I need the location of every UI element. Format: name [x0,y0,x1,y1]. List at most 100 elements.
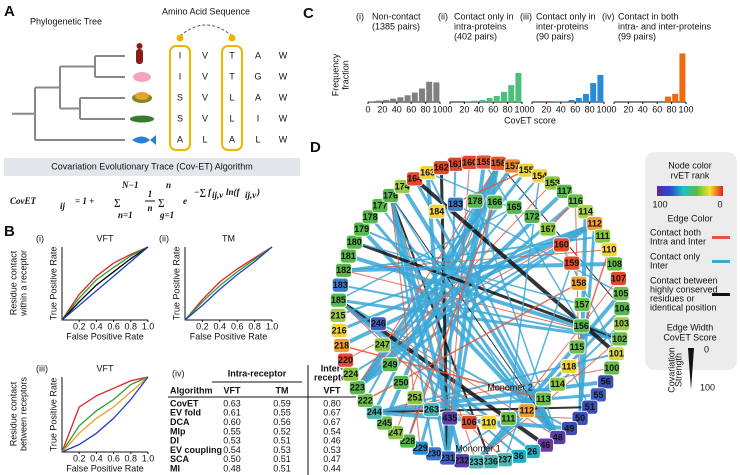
x-tick-label: 1.0 [142,321,155,331]
node [505,199,523,215]
node-label: 166 [487,197,502,207]
algorithm-banner [4,158,300,176]
node-label: 244 [367,407,382,417]
node-label: 435 [442,413,457,423]
node-label: 233 [468,457,483,467]
tree-title: Phylogenetic Tree [30,16,102,26]
node-label: 180 [347,237,362,247]
panel-title: (99 pairs) [618,31,656,41]
panel-index: (iv) [602,11,615,21]
node [361,209,379,225]
table-cell: 0.48 [223,463,241,473]
residue: L [229,92,234,102]
formula-part: −∑ f [194,187,212,197]
y-axis-label: Frequency [330,53,340,96]
bar [397,97,404,102]
node [423,402,440,418]
table-header: Intra-receptor [228,368,287,378]
table-cell: 0.63 [223,398,241,408]
x-tick-label: 0 [611,104,616,114]
bar [426,81,433,102]
residue: V [202,113,208,123]
node [393,179,411,194]
residue: V [202,92,208,102]
roc-curve [61,246,149,321]
table-cell: 0.47 [323,454,341,464]
residue: L [229,113,234,123]
node-label: 110 [602,245,617,255]
node-label: 117 [557,186,572,196]
node-label: 112 [520,406,535,416]
node [610,271,627,286]
plot-title: VFT [97,363,115,373]
table-cell: MI [170,463,180,473]
panel-title: (90 pairs) [536,31,574,41]
x-axis-label: False Positive Rate [190,331,268,341]
node [381,357,399,373]
table-cell: 0.80 [323,398,341,408]
x-tick-label: 100 [432,104,447,114]
x-tick-label: 0 [447,104,452,114]
node [329,307,347,323]
roc-curve [61,376,149,453]
node-label: 228 [400,436,415,446]
node-label: 220 [338,355,353,365]
node [523,209,541,224]
formula-part: ij,v [212,190,224,200]
x-tick-label: 80 [503,104,513,114]
x-tick-label: 0.2 [73,321,86,331]
legend-entry: Contact between [650,275,718,285]
node-label: 116 [568,196,583,206]
edge [390,195,421,449]
species-icons [130,43,156,145]
legend-heading: Node color [668,160,712,170]
bar [501,91,507,102]
roc-curve [61,376,149,453]
residue: A [255,92,261,102]
bar [465,101,471,102]
node-label: 105 [613,288,628,298]
node-label: 236 [483,456,498,466]
y-axis-label: True Positive Rate [48,247,58,321]
x-axis-label: CovET score [504,115,556,125]
legend-end: 100 [652,199,667,209]
table-cell: 0.56 [273,417,291,427]
node-label: 172 [524,211,539,221]
node [549,430,567,445]
column-header: VFT [224,385,242,395]
node-label: 112 [587,218,602,228]
x-tick-label: 80 [667,104,677,114]
residue: V [202,71,208,81]
residue: W [279,71,288,81]
panel-index: (ii) [438,11,448,21]
residue: L [255,134,260,144]
table-cell: 0.61 [223,408,241,418]
table-cell: 0.59 [273,398,291,408]
node [577,204,595,220]
x-tick-label: 60 [488,104,498,114]
node [428,203,446,219]
residue: I [179,71,182,81]
formula-part: n=1 [118,210,133,220]
edge [357,182,553,389]
formula-part: e [183,196,187,206]
node-label: 164 [407,174,422,184]
edge [389,195,528,412]
node-label: 178 [363,212,378,222]
node-label: 157 [574,299,589,309]
roc-curve [184,246,273,321]
column-header: TM [276,385,289,395]
residue: W [279,113,288,123]
node-label: 177 [372,201,387,211]
panel-title: Contact in both [618,11,679,21]
x-tick-label: 40 [474,104,484,114]
node-label: 154 [532,171,547,181]
panel-title: intra-proteins [454,21,507,31]
residue: W [279,50,288,60]
node-label: 183 [333,280,348,290]
column-header: Algorithm [170,385,213,395]
table-cell: 0.52 [273,426,291,436]
monomer-label: Monomer 2 [487,382,533,392]
node [539,221,557,237]
